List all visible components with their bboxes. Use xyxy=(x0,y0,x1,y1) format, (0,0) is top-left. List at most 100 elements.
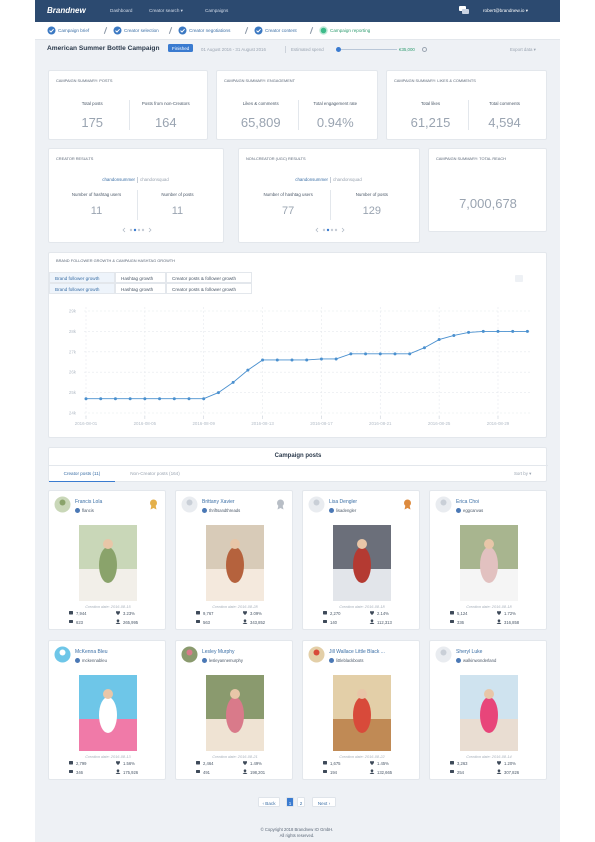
x-tick-label: 2016-08-25 xyxy=(428,421,451,426)
stat-divider xyxy=(129,100,130,130)
stat-icons xyxy=(196,611,248,624)
reach-count: 198,201 xyxy=(250,770,266,775)
post-card[interactable]: Francis Lola flancis Creation date: 2016-0… xyxy=(48,490,166,630)
creator-name[interactable]: Brittany Xavier xyxy=(202,499,235,505)
likes-icon xyxy=(323,611,327,615)
data-point xyxy=(84,397,88,401)
post-card[interactable]: McKenna Bleu mckennableu Creation date: 20… xyxy=(48,640,166,780)
post-card[interactable]: Erica Choi eggcanvas Creation date: 2016-0… xyxy=(429,490,547,630)
post-card[interactable]: Jill Wallace Little Black ... littleblack… xyxy=(302,640,420,780)
post-card[interactable]: Sheryl Luke walkinwonderland Creation date… xyxy=(429,640,547,780)
creator-name[interactable]: Lesley Murphy xyxy=(202,649,235,655)
creator-handle: eggcanvas xyxy=(463,508,484,513)
stat-icons xyxy=(69,761,121,774)
reach-icon xyxy=(497,769,501,772)
chart-tab[interactable]: Brand follower growth xyxy=(49,272,115,283)
post-image xyxy=(206,525,264,601)
creator-handle: walkinwonderland xyxy=(463,658,497,663)
step-label[interactable]: Campaign brief xyxy=(58,28,90,33)
reach-count: 343,852 xyxy=(250,620,266,625)
step-circle xyxy=(254,26,263,35)
stat-value: 164 xyxy=(154,115,177,130)
comments-icon xyxy=(323,770,327,773)
engagement-rate: 1.72% xyxy=(504,611,516,616)
engagement-rate: 1.49% xyxy=(250,761,262,766)
creator-name[interactable]: McKenna Bleu xyxy=(75,649,108,655)
chart-tab[interactable]: Creator posts & follower growth xyxy=(166,283,252,294)
heart-icon xyxy=(116,761,120,765)
comments-icon xyxy=(196,620,200,623)
spend-slider-knob xyxy=(336,47,341,52)
comments-icon xyxy=(196,770,200,773)
creator-name[interactable]: Erica Choi xyxy=(456,499,480,505)
nav-link[interactable]: Creator search ▾ xyxy=(149,8,183,13)
carousel-dots xyxy=(315,227,345,233)
stat-icons xyxy=(323,611,375,624)
chart-tab[interactable]: Hashtag growth xyxy=(115,272,166,283)
creator-name[interactable]: Francis Lola xyxy=(75,499,103,505)
pagination-button[interactable]: Next › xyxy=(312,797,336,807)
creator-name[interactable]: Jill Wallace Little Black ... xyxy=(329,649,385,655)
spend-label: Estimated spend xyxy=(291,47,324,52)
creation-date: Creation date: 2016-08-22 xyxy=(339,754,385,759)
creator-handle: mckennableu xyxy=(82,658,107,663)
export-button[interactable]: Export data ▾ xyxy=(510,47,536,52)
creator-name[interactable]: Sheryl Luke xyxy=(456,649,483,655)
badge-medal xyxy=(404,499,411,507)
heart-icon xyxy=(370,611,374,615)
chat-bubble xyxy=(462,9,469,14)
posts-tab[interactable]: Creator posts (11) xyxy=(49,466,115,482)
stat-icons xyxy=(323,761,375,774)
image-subject xyxy=(99,547,117,583)
image-subject xyxy=(226,547,244,583)
chart-tab[interactable]: Creator posts & follower growth xyxy=(166,272,252,283)
creation-date: Creation date: 2016-08-21 xyxy=(212,754,258,759)
user-menu[interactable]: robert@brandnew.io ▾ xyxy=(483,8,529,13)
step-label[interactable]: Creator negotiations xyxy=(189,28,231,33)
carousel-prev xyxy=(122,227,126,233)
post-card[interactable]: Brittany Xavier thriftsandthreads Creation… xyxy=(175,490,293,630)
reach-icon xyxy=(243,619,247,622)
summary-card: CAMPAIGN SUMMARY: POSTS Total posts 175 Pos… xyxy=(48,70,208,140)
chart-tab[interactable]: Hashtag growth xyxy=(115,283,166,294)
pagination-button[interactable]: 1 xyxy=(286,797,294,807)
stat-label: Number of posts xyxy=(161,192,194,197)
stat-label: Number of hashtag users xyxy=(71,192,122,197)
pagination-button[interactable]: ‹ Back xyxy=(258,797,280,807)
image-detail xyxy=(357,689,367,699)
comments-icon xyxy=(69,620,73,623)
chart-tab[interactable]: Brand follower growth xyxy=(49,283,115,294)
step-label[interactable]: Creator selection xyxy=(124,28,159,33)
posts-tab[interactable]: Non-Creator posts (164) xyxy=(130,471,180,476)
stat-divider xyxy=(467,100,469,130)
sort-menu[interactable]: Sort by ▾ xyxy=(514,471,532,476)
data-point xyxy=(187,397,191,401)
heart-icon xyxy=(497,611,501,615)
post-card[interactable]: Lesley Murphy lesleyannemurphy Creation da… xyxy=(175,640,293,780)
likes-count: 1,675 xyxy=(330,761,341,766)
y-tick-label: 24k xyxy=(69,411,77,416)
card-title: CAMPAIGN SUMMARY: ENGAGEMENT xyxy=(224,78,295,83)
nav-link[interactable]: Dashboard xyxy=(110,8,133,13)
pagination-button[interactable]: 2 xyxy=(297,797,305,807)
x-tick-label: 2016-08-21 xyxy=(369,421,392,426)
step-icon xyxy=(113,26,122,35)
post-card[interactable]: Lisa Dengler lisadengler Creation date: 20… xyxy=(302,490,420,630)
step-check xyxy=(49,28,54,33)
step-label[interactable]: Creator content xyxy=(265,28,297,33)
creator-name[interactable]: Lisa Dengler xyxy=(329,499,358,505)
data-point xyxy=(378,352,382,356)
comments-icon xyxy=(323,620,327,623)
posts-divider xyxy=(49,465,548,466)
heart-icon xyxy=(243,611,247,615)
step-label[interactable]: Campaign reporting xyxy=(330,28,371,33)
data-point xyxy=(364,352,368,356)
data-point xyxy=(481,329,485,333)
instagram-icon xyxy=(202,508,207,513)
stat-value: 11 xyxy=(90,205,103,217)
creator-handle: littleblackboots xyxy=(336,658,364,663)
image-detail xyxy=(230,689,240,699)
carousel-dot xyxy=(322,228,326,232)
nav-link[interactable]: Campaigns xyxy=(205,8,229,13)
step-icon xyxy=(47,26,56,35)
